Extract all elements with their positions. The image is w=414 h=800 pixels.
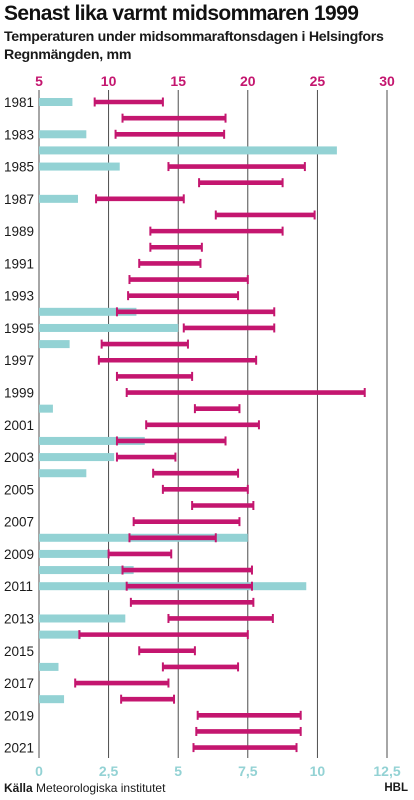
rain-tick-label: 2,5 <box>99 763 119 779</box>
year-tick-label: 2019 <box>4 708 34 723</box>
rain-bar <box>39 307 137 316</box>
rain-bar <box>39 146 337 155</box>
rain-tick-label: 12,5 <box>373 763 400 779</box>
rain-tick-label: 7,5 <box>238 763 258 779</box>
year-tick-label: 2005 <box>4 482 34 497</box>
year-tick-label: 1991 <box>4 256 34 271</box>
rain-bar <box>39 404 53 413</box>
year-tick-label: 1987 <box>4 192 34 207</box>
rain-tick-label: 5 <box>174 763 182 779</box>
year-tick-label: 1989 <box>4 224 34 239</box>
temperature-tick-label: 30 <box>379 73 395 89</box>
rain-bar <box>39 630 81 639</box>
year-tick-label: 2001 <box>4 418 34 433</box>
rain-bar <box>39 98 73 106</box>
rain-bar <box>39 436 145 445</box>
year-tick-label: 1997 <box>4 353 34 368</box>
year-tick-label: 2017 <box>4 676 34 691</box>
rain-bar <box>39 453 115 462</box>
year-tick-label: 2011 <box>4 579 33 594</box>
midsummer-chart: 5 10 15 20 25 30 0 2,5 5 7,5 10 12,5 1981 1983 1985 198… <box>4 73 401 779</box>
temperature-tick-label: 15 <box>170 73 186 89</box>
rain-bar <box>39 549 109 558</box>
rain-tick-label: 10 <box>310 763 326 779</box>
year-tick-label: 1981 <box>4 95 34 110</box>
year-tick-label: 2009 <box>4 547 34 562</box>
temperature-tick-label: 20 <box>240 73 256 89</box>
temperature-tick-label: 10 <box>101 73 117 89</box>
year-tick-label: 1983 <box>4 127 34 142</box>
temperature-tick-label: 25 <box>310 73 326 89</box>
year-tick-label: 1985 <box>4 160 34 175</box>
rain-subtitle: Regnmängden, mm <box>4 47 132 63</box>
source-note: Källa Meteorologiska institutet <box>4 781 165 795</box>
year-tick-label: 1999 <box>4 386 34 401</box>
rain-bar <box>39 194 78 203</box>
year-tick-label: 2013 <box>4 611 34 626</box>
chart-title: Senast lika varmt midsommaren 1999 <box>4 2 359 25</box>
rain-bar <box>39 323 179 332</box>
year-tick-label: 1993 <box>4 289 34 304</box>
temperature-subtitle: Temperaturen under midsommaraftonsdagen … <box>4 29 384 45</box>
rain-bar <box>39 340 70 349</box>
rain-bar <box>39 469 87 478</box>
rain-bar <box>39 130 87 139</box>
source-label: Källa <box>4 781 33 795</box>
year-tick-label: 2015 <box>4 644 34 659</box>
year-tick-label: 2007 <box>4 515 34 530</box>
rain-bar <box>39 614 126 623</box>
brand-logo-text: HBL <box>384 782 408 794</box>
rain-tick-label: 0 <box>35 763 43 779</box>
year-tick-label: 2003 <box>4 450 34 465</box>
year-tick-label: 2021 <box>4 741 34 756</box>
year-tick-label: 1995 <box>4 321 34 336</box>
temperature-tick-label: 5 <box>35 73 43 89</box>
rain-bar <box>39 695 65 704</box>
rain-bar <box>39 662 59 671</box>
rain-bar <box>39 162 120 171</box>
source-name: Meteorologiska institutet <box>36 781 166 795</box>
rain-bar <box>39 566 134 575</box>
